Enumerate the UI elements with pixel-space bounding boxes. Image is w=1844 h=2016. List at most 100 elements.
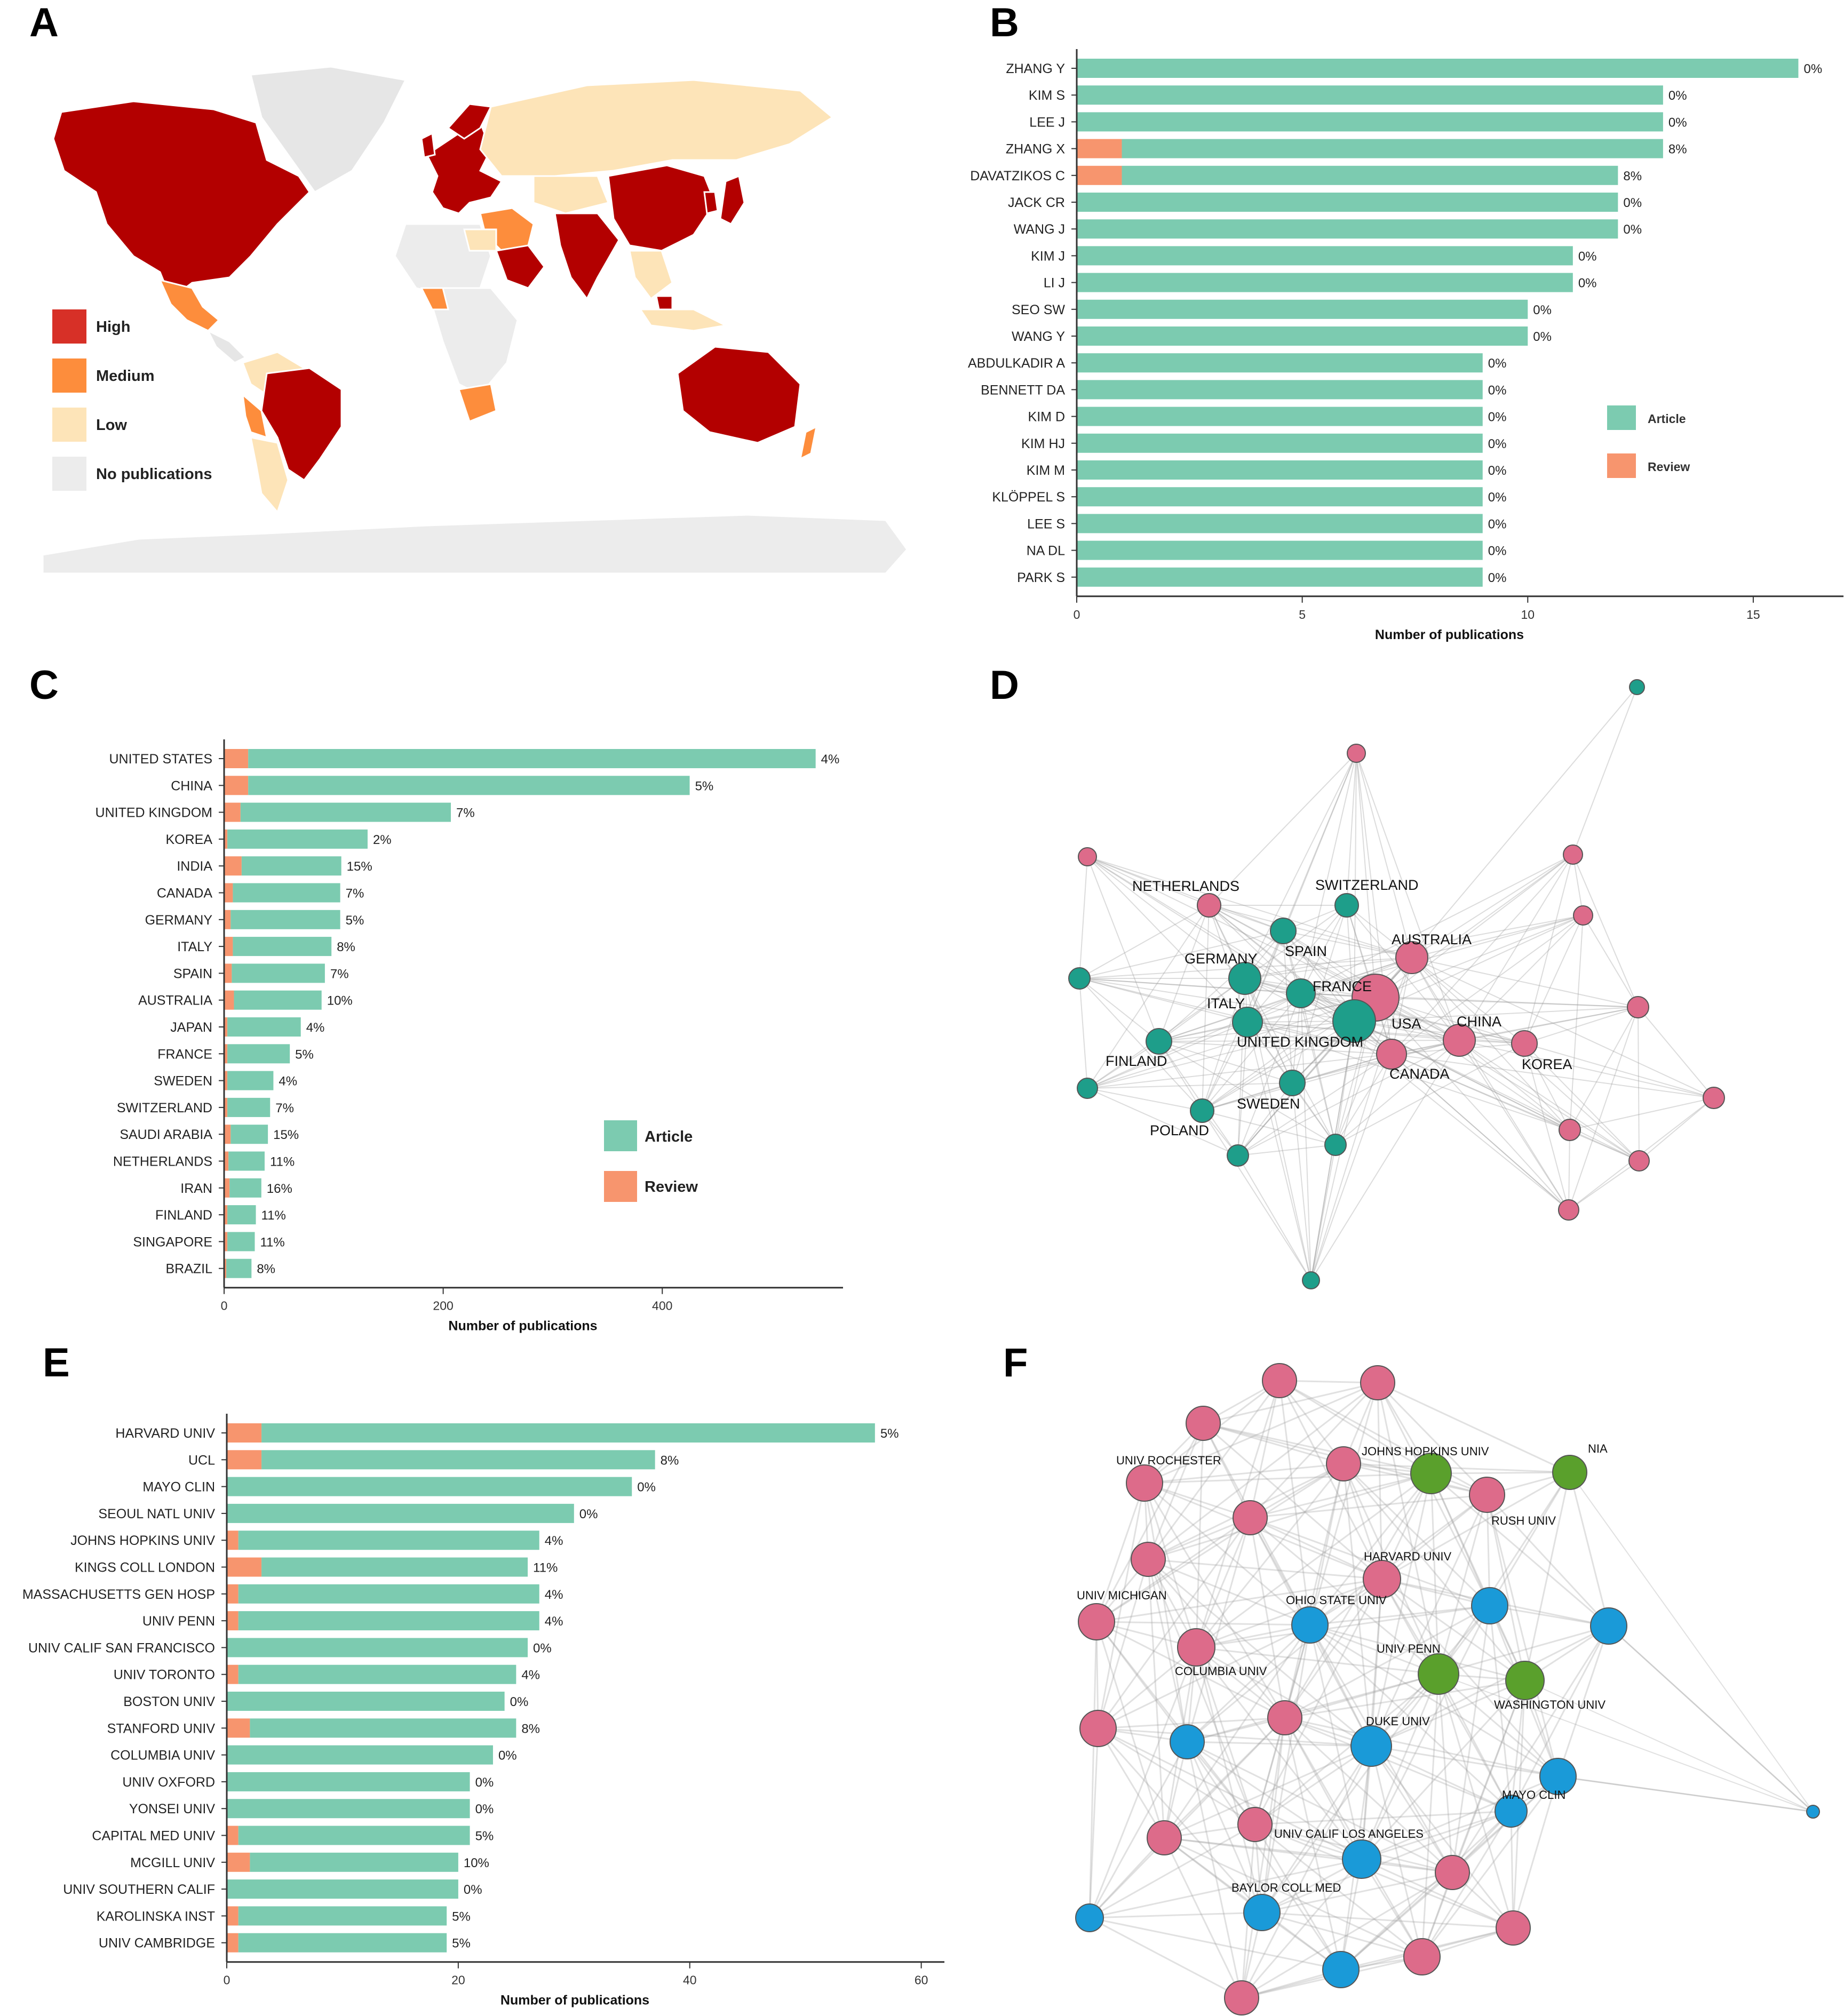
chart-c-percent-label: 7% — [456, 806, 475, 820]
net-f-edge — [1524, 1472, 1571, 1681]
net-f-edge — [1195, 1423, 1204, 1648]
chart-c-bar-review — [224, 937, 233, 957]
net-f-edge — [1361, 1858, 1514, 1929]
net-f-edge — [1489, 1605, 1609, 1627]
net-d-edge — [1247, 1022, 1392, 1055]
net-f-edge — [1381, 1471, 1570, 1580]
net-d-edge — [1391, 1054, 1570, 1130]
chart-c-bar-article — [230, 1125, 268, 1144]
net-d-node — [1376, 1039, 1407, 1070]
net-f-edge — [1187, 1741, 1453, 1874]
chart-e-percent-label: 5% — [452, 1909, 471, 1924]
chart-b-percent-label: 0% — [1623, 196, 1642, 210]
net-f-edge — [1143, 1483, 1286, 1718]
net-f-edge — [1437, 1674, 1453, 1873]
net-d-edge — [1568, 1129, 1570, 1210]
net-f-node — [1079, 1710, 1117, 1747]
net-f-edge — [1096, 1517, 1251, 1623]
chart-c-percent-label: 11% — [261, 1208, 286, 1223]
net-f-edge — [1342, 1463, 1383, 1580]
net-d-edge — [1569, 1097, 1714, 1130]
net-d-edge — [1310, 1040, 1460, 1281]
net-f-edge — [1569, 1472, 1610, 1627]
chart-b-percent-label: 8% — [1623, 169, 1642, 184]
net-d-edge — [1524, 1043, 1640, 1161]
chart-b-category-label: BENNETT DA — [981, 383, 1065, 397]
net-f-label-baylor: BAYLOR COLL MED — [1231, 1881, 1341, 1894]
net-f-edge — [1186, 1624, 1311, 1743]
net-f-edge — [1203, 1382, 1378, 1424]
legend-swatch-high — [52, 309, 86, 344]
chart-c-bar-review — [224, 1205, 228, 1225]
net-d-edge — [1639, 1097, 1714, 1161]
chart-e-category-label: CAPITAL MED UNIV — [92, 1829, 215, 1844]
net-d-node — [1395, 941, 1428, 974]
net-f-edge — [1371, 1625, 1609, 1747]
net-f-label-ohio-state: OHIO STATE UNIV — [1286, 1593, 1387, 1607]
chart-e-category-label: HARVARD UNIV — [115, 1426, 215, 1441]
net-d-label-canada: CANADA — [1389, 1066, 1450, 1082]
legend-b-article-label: Article — [1648, 412, 1686, 426]
new-zealand — [799, 425, 818, 460]
net-d-edge — [1209, 905, 1460, 1041]
legend-c: Article Review — [604, 1120, 698, 1202]
chart-b-percent-label: 0% — [1578, 249, 1597, 264]
net-d-edge — [1524, 854, 1573, 1044]
chart-b-percent-label: 0% — [1578, 276, 1597, 291]
net-f-edge — [1309, 1494, 1488, 1626]
net-f-edge — [1381, 1578, 1525, 1682]
legend-label-medium: Medium — [96, 368, 155, 385]
japan — [719, 174, 745, 225]
net-d-edge — [1237, 993, 1301, 1156]
net-f-edge — [1284, 1673, 1439, 1719]
legend-label-low: Low — [96, 417, 127, 434]
chart-e-category-label: KAROLINSKA INST — [97, 1909, 215, 1924]
net-d-edge — [1335, 1040, 1460, 1145]
net-f-edge — [1250, 1517, 1490, 1607]
net-d-edge — [1158, 957, 1412, 1042]
chart-e: HARVARD UNIV 5% UCL 8% MAYO CLIN 0% SEOUL NATL… — [22, 1414, 944, 2008]
net-f-edge — [1250, 1517, 1439, 1675]
net-d-label-finland: FINLAND — [1106, 1053, 1167, 1069]
net-d-label-germany: GERMANY — [1185, 951, 1258, 967]
chart-c-bar-article — [240, 802, 451, 822]
chart-b-category-label: WANG J — [1014, 222, 1065, 237]
net-f-edge — [1421, 1674, 1440, 1957]
net-d-edge — [1568, 1007, 1639, 1210]
legend-c-article-label: Article — [645, 1128, 693, 1145]
net-f-edge — [1088, 1741, 1188, 1918]
panel-a: A — [29, 0, 908, 575]
net-d-node — [1511, 1030, 1538, 1057]
north-america — [52, 100, 311, 300]
chart-c-bar-article — [230, 910, 340, 929]
net-f-edge — [1144, 1472, 1432, 1484]
net-d-node — [1279, 1070, 1306, 1096]
net-d-edge — [1354, 1007, 1639, 1022]
net-f-edge — [1486, 1494, 1526, 1681]
net-f-label-ucla: UNIV CALIF LOS ANGELES — [1274, 1827, 1424, 1840]
net-f-node — [1363, 1560, 1401, 1598]
chart-e-percent-label: 5% — [452, 1937, 471, 1951]
net-d-label-united-kingdom: UNITED KINGDOM — [1237, 1034, 1363, 1050]
chart-e-bar-article — [261, 1450, 655, 1470]
chart-e-bar-review — [227, 1933, 239, 1953]
net-f-edge — [1196, 1605, 1490, 1648]
chart-b-percent-label: 0% — [1488, 356, 1507, 371]
net-f-edge — [1486, 1494, 1610, 1627]
korea — [703, 191, 719, 214]
chart-b: ZHANG Y 0% KIM S 0% LEE J 0% ZHANG X 8% DAVATZIK… — [968, 49, 1843, 642]
net-d-edge — [1202, 1040, 1460, 1111]
net-f-label-mayo-clin: MAYO CLIN — [1502, 1788, 1565, 1802]
net-f-edge — [1381, 1579, 1512, 1812]
net-f-edge — [1195, 1517, 1251, 1648]
net-d-edge — [1524, 1043, 1569, 1210]
net-d-edge — [1079, 930, 1284, 979]
net-d-edge — [1572, 854, 1584, 916]
net-d-edge — [1346, 753, 1357, 906]
chart-c-bar-review — [224, 856, 242, 876]
chart-e-percent-label: 0% — [637, 1480, 656, 1495]
net-d-edge — [1356, 753, 1460, 1041]
chart-c-bar-article — [233, 883, 340, 903]
net-f-edge — [1371, 1679, 1525, 1747]
net-d-edge — [1411, 957, 1640, 1161]
